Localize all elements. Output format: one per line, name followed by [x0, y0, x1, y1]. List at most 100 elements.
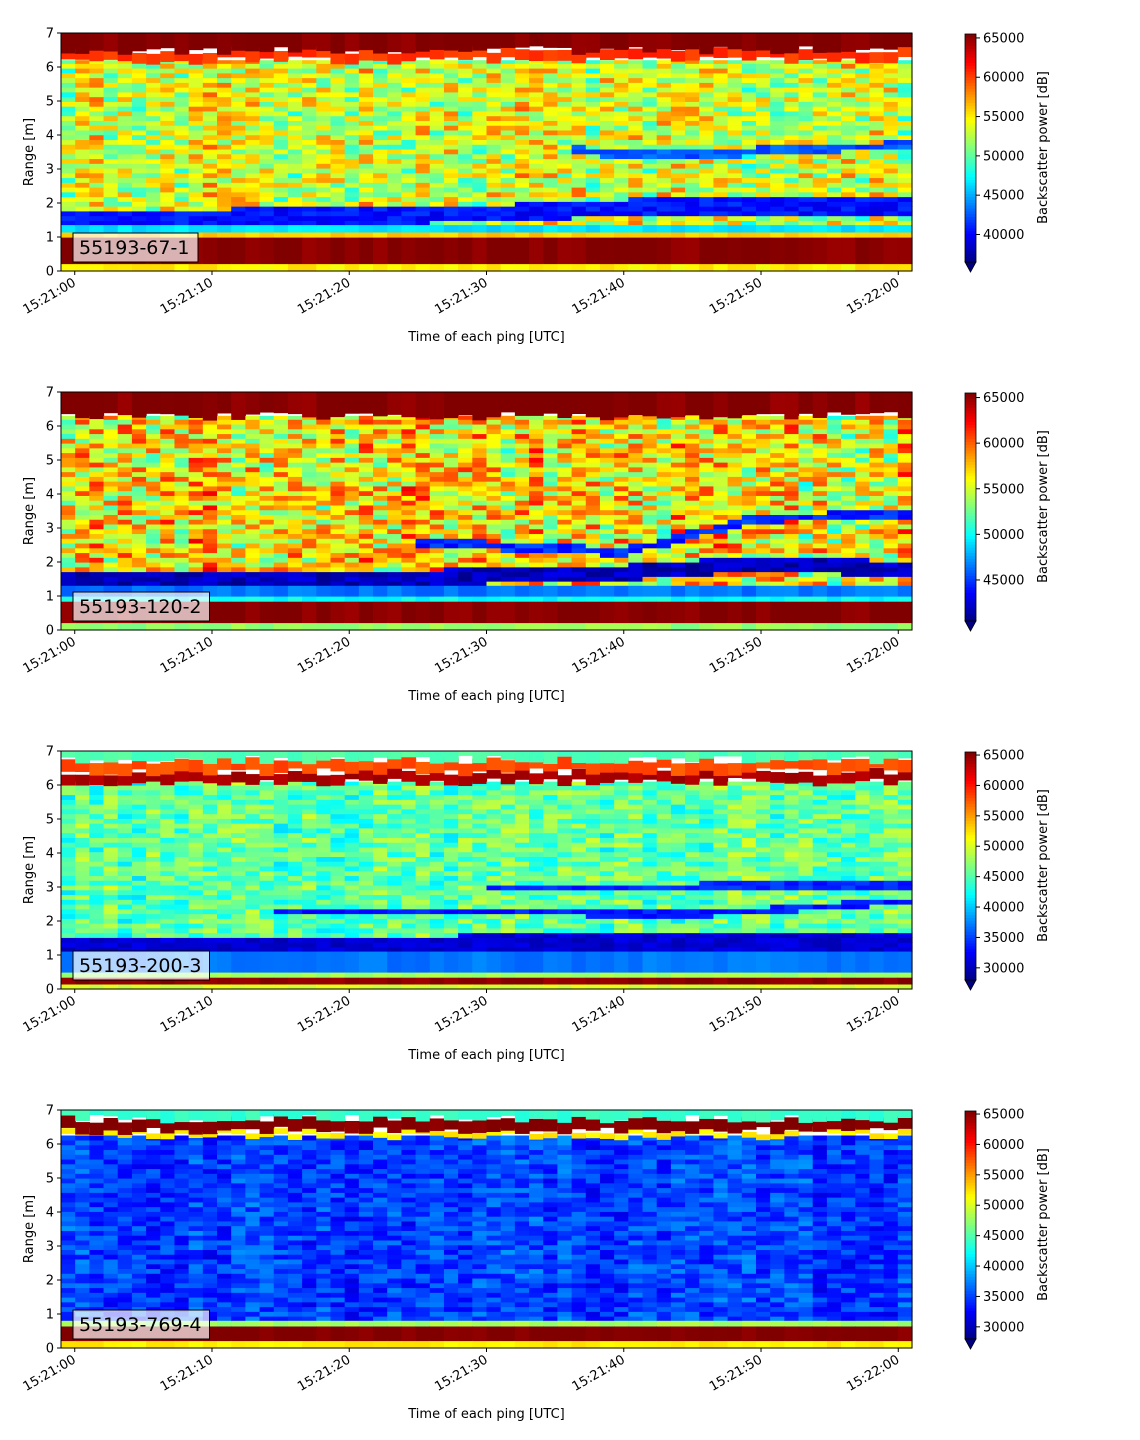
heatmap-layer-cell — [245, 33, 260, 51]
heatmap-cell — [231, 457, 246, 462]
heatmap-cell — [784, 467, 799, 472]
heatmap-cell — [416, 63, 431, 68]
heatmap-cell — [572, 467, 587, 472]
heatmap-cell — [756, 486, 771, 491]
heatmap-cell — [671, 130, 686, 135]
heatmap-cell — [174, 429, 189, 434]
heatmap-cell — [586, 529, 601, 534]
heatmap-cell — [203, 201, 218, 206]
heatmap-cell — [586, 491, 601, 496]
heatmap-cell — [742, 87, 757, 92]
heatmap-cell — [430, 448, 445, 453]
heatmap-cell — [345, 139, 360, 144]
heatmap-cell — [657, 120, 672, 125]
heatmap-cell — [118, 116, 133, 121]
heatmap-cell — [614, 562, 629, 567]
heatmap-cell — [345, 514, 360, 519]
heatmap-cell — [132, 111, 147, 116]
heatmap-cell — [841, 73, 856, 78]
heatmap-cell — [827, 581, 842, 586]
heatmap-layer-cell — [841, 623, 856, 631]
heatmap-cell — [884, 116, 899, 121]
heatmap-cell — [359, 116, 374, 121]
heatmap-cell — [756, 462, 771, 467]
heatmap-cell — [160, 510, 175, 515]
heatmap-cell — [458, 97, 473, 102]
heatmap-cell — [841, 92, 856, 97]
heatmap-cell — [884, 486, 899, 491]
heatmap-cell — [614, 453, 629, 458]
heatmap-cell — [174, 111, 189, 116]
heatmap-cell — [742, 192, 757, 197]
heatmap-cell — [586, 510, 601, 515]
heatmap-cell — [515, 211, 530, 216]
heatmap-cell — [89, 476, 104, 481]
heatmap-cell — [345, 510, 360, 515]
heatmap-cell — [330, 182, 345, 187]
heatmap-cell — [586, 524, 601, 529]
heatmap-cell — [643, 92, 658, 97]
heatmap-cell — [827, 120, 842, 125]
heatmap-cell — [784, 557, 799, 562]
heatmap-cell — [472, 533, 487, 538]
heatmap-layer-cell — [799, 49, 814, 60]
heatmap-cell — [869, 158, 884, 163]
heatmap-cell — [543, 576, 558, 581]
heatmap-cell — [855, 467, 870, 472]
heatmap-cell — [260, 197, 275, 202]
heatmap-cell — [586, 139, 601, 144]
heatmap-cell — [373, 220, 388, 225]
heatmap-layer-cell — [799, 601, 814, 623]
heatmap-cell — [586, 78, 601, 83]
heatmap-cell — [132, 182, 147, 187]
heatmap-cell — [657, 60, 672, 64]
heatmap-cell — [827, 182, 842, 187]
heatmap-cell — [89, 78, 104, 83]
heatmap-cell — [699, 453, 714, 458]
heatmap-layer-cell — [89, 50, 104, 61]
heatmap-cell — [416, 178, 431, 183]
heatmap-cell — [529, 457, 544, 462]
heatmap-cell — [799, 125, 814, 130]
heatmap-cell — [501, 476, 516, 481]
heatmap-cell — [174, 486, 189, 491]
heatmap-cell — [160, 97, 175, 102]
heatmap-cell — [118, 173, 133, 178]
heatmap-cell — [160, 519, 175, 524]
heatmap-cell — [827, 220, 842, 225]
heatmap-cell — [784, 220, 799, 225]
heatmap-cell — [827, 154, 842, 159]
heatmap-cell — [174, 533, 189, 538]
heatmap-layer-cell — [472, 264, 487, 272]
heatmap-cell — [869, 467, 884, 472]
heatmap-cell — [245, 567, 260, 572]
heatmap-layer-cell — [274, 392, 289, 413]
heatmap-cell — [444, 135, 459, 140]
heatmap-cell — [231, 206, 246, 211]
heatmap-cell — [359, 505, 374, 510]
heatmap-cell — [756, 130, 771, 135]
heatmap-cell — [203, 182, 218, 187]
heatmap-cell — [657, 92, 672, 97]
heatmap-layer-cell — [884, 52, 899, 63]
heatmap-cell — [713, 572, 728, 577]
heatmap-cell — [458, 548, 473, 553]
heatmap-cell — [118, 135, 133, 140]
heatmap-cell — [841, 538, 856, 543]
heatmap-cell — [132, 581, 147, 586]
heatmap-cell — [231, 192, 246, 197]
heatmap-cell — [245, 429, 260, 434]
heatmap-cell — [600, 495, 615, 500]
heatmap-cell — [458, 154, 473, 159]
heatmap-cell — [387, 173, 402, 178]
heatmap-cell — [359, 443, 374, 448]
heatmap-cell — [515, 60, 530, 64]
heatmap-cell — [557, 173, 572, 178]
heatmap-layer-cell — [345, 264, 360, 272]
heatmap-cell — [543, 87, 558, 92]
heatmap-cell — [614, 552, 629, 557]
heatmap-cell — [742, 187, 757, 192]
heatmap-cell — [813, 453, 828, 458]
heatmap-cell — [501, 457, 516, 462]
heatmap-cell — [359, 491, 374, 496]
